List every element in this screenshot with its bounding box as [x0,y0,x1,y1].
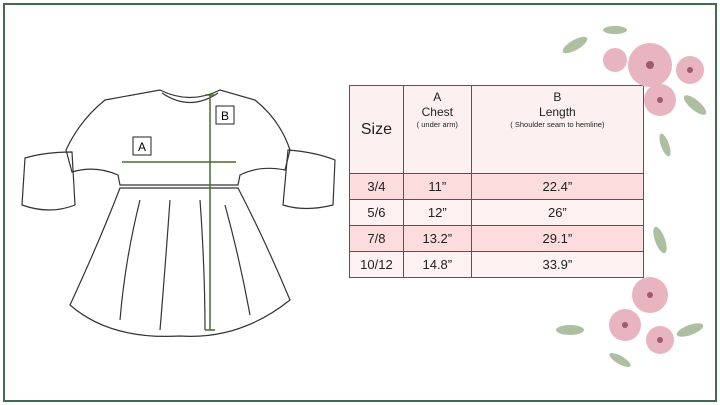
label-b-box [215,105,235,125]
header-size: Size [349,85,404,174]
dress-diagram: A B [21,89,336,338]
size-chart-table: Size A Chest ( under arm) B Length ( Sho… [349,85,645,278]
floral-decoration-top [562,26,707,157]
table-row: 3/4 11” 22.4” [349,173,645,200]
header-length: B Length ( Shoulder seam to hemline) [470,85,645,174]
dress-skirt [69,187,291,338]
right-sleeve-ruffle [282,149,336,210]
left-sleeve-ruffle [21,151,76,211]
table-row: 5/6 12” 26” [349,199,645,226]
table-row: 7/8 13.2” 29.1” [349,225,645,252]
neckline [161,92,219,104]
header-chest: A Chest ( under arm) [402,85,472,174]
measure-lines [122,94,236,331]
dress-bodice [65,89,291,186]
page-frame [3,3,717,402]
label-a: A [138,140,146,154]
label-a-box [132,136,152,156]
table-header-row: Size A Chest ( under arm) B Length ( Sho… [349,85,645,174]
table-row: 10/12 14.8” 33.9” [349,251,645,278]
floral-decoration-bottom [556,226,704,367]
label-b: B [221,109,229,123]
